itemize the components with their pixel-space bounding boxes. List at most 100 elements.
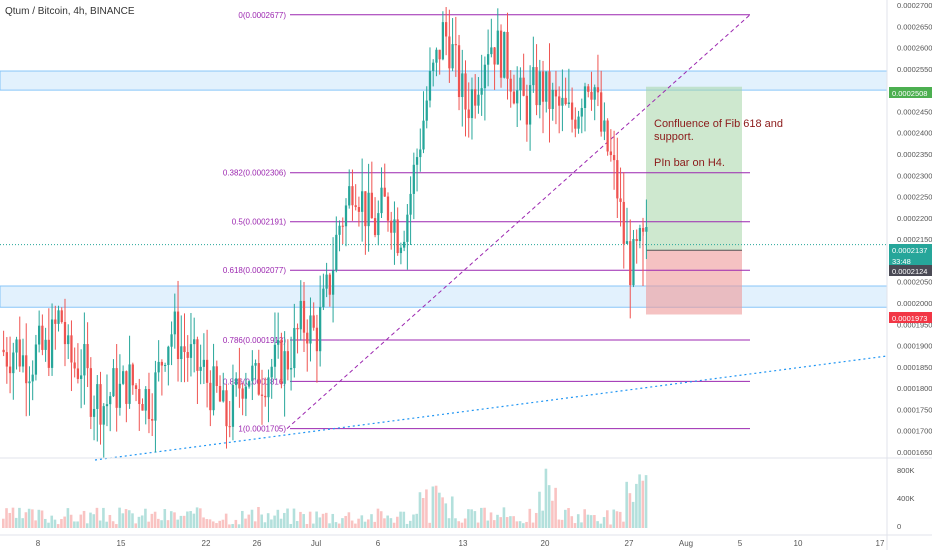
candle-body	[600, 92, 603, 132]
candle-body	[25, 355, 28, 384]
volume-bar	[376, 508, 380, 528]
volume-bar	[573, 523, 577, 528]
candle-body	[67, 335, 70, 345]
candle-body	[102, 406, 105, 425]
time-tick-label: 22	[202, 539, 211, 548]
candle-body	[125, 371, 128, 404]
volume-bar	[299, 511, 302, 528]
price-label-text: 0.0002508	[892, 89, 927, 98]
annotation-text[interactable]: Confluence of Fib 618 and support. PIn b…	[654, 118, 794, 183]
volume-bar	[363, 521, 367, 528]
candle-body	[519, 77, 522, 91]
candle-body	[80, 375, 83, 379]
candle-body	[370, 192, 373, 219]
volume-bar	[460, 522, 464, 528]
volume-bar	[37, 509, 41, 528]
candle-body	[115, 368, 118, 408]
volume-bar	[189, 511, 192, 528]
time-tick-label: 13	[459, 539, 468, 548]
volume-bar	[260, 514, 263, 528]
candle-body	[351, 186, 354, 206]
time-tick-label: 5	[738, 539, 743, 548]
candle-body	[538, 71, 541, 106]
volume-bar	[18, 507, 21, 528]
volume-bar	[515, 521, 519, 528]
volume-bar	[24, 512, 28, 528]
volume-bar	[602, 517, 606, 528]
volume-bar	[79, 514, 83, 528]
volume-bar	[292, 508, 296, 528]
volume-bar	[551, 500, 554, 528]
candle-body	[170, 334, 173, 347]
candle-body	[280, 339, 283, 384]
volume-bar	[383, 518, 386, 528]
price-tick-label: 0.0002700	[897, 1, 932, 10]
candle-body	[486, 54, 490, 65]
time-tick-label: 10	[794, 539, 803, 548]
candle-body	[38, 325, 41, 345]
volume-bar	[208, 519, 212, 528]
volume-bar	[105, 521, 108, 528]
volume-bar	[415, 513, 419, 528]
price-label-box	[889, 87, 932, 98]
candle-body	[480, 88, 483, 95]
volume-bar	[441, 497, 444, 528]
candle-body	[83, 344, 86, 376]
rising-trendline	[286, 14, 751, 429]
volume-bar	[434, 485, 438, 528]
candle-body	[638, 228, 642, 242]
volume-bar	[266, 513, 270, 528]
candle-body	[238, 378, 241, 389]
candle-body	[587, 86, 590, 92]
volume-bar	[31, 509, 34, 528]
candle-body	[109, 396, 112, 405]
candle-body	[202, 359, 206, 367]
volume-bar	[11, 507, 15, 528]
trend-lines[interactable]	[0, 14, 888, 461]
price-tick-label: 0.0001850	[897, 363, 932, 372]
volume-bar	[509, 516, 512, 528]
time-tick-label: 15	[117, 539, 126, 548]
volume-bar	[366, 519, 370, 528]
candle-body	[212, 366, 215, 411]
candle-body	[412, 164, 415, 194]
volume-bar	[199, 508, 202, 528]
volume-tick-label: 800K	[897, 466, 915, 475]
volume-bar	[418, 492, 422, 528]
volume-bar	[593, 515, 596, 528]
time-tick-label: 6	[376, 539, 381, 548]
volume-bar	[641, 480, 645, 528]
volume-bar	[40, 510, 44, 528]
candle-body	[2, 349, 5, 353]
volume-bar	[147, 521, 150, 528]
profit-zone	[646, 86, 742, 251]
volume-bar	[82, 510, 86, 528]
candle-body	[541, 71, 545, 102]
volume-bar	[492, 520, 496, 528]
candle-body	[461, 73, 464, 98]
long-position-tool[interactable]	[646, 86, 742, 315]
candle-body	[361, 191, 364, 212]
volume-bar	[522, 523, 525, 528]
candle-body	[583, 86, 587, 108]
volume-bar	[286, 508, 289, 528]
annotation-line-2: PIn bar on H4.	[654, 157, 725, 169]
candle-body	[474, 89, 477, 106]
volume-bar	[625, 481, 628, 528]
candle-body	[419, 149, 422, 158]
candle-body	[616, 160, 619, 199]
candle-body	[8, 366, 12, 374]
volume-bar	[635, 483, 638, 528]
volume-bar	[486, 520, 490, 528]
volume-bar	[173, 512, 176, 528]
loss-zone	[646, 250, 742, 315]
fib-retracement[interactable]: 0(0.0002677) 0.382(0.0002306) 0.5(0.000219…	[223, 11, 750, 434]
volume-bar	[347, 512, 351, 528]
candle-body	[131, 364, 134, 386]
price-label-box	[889, 244, 932, 255]
volume-bar	[218, 520, 221, 528]
candle-body	[341, 225, 344, 227]
volume-bar	[202, 517, 205, 528]
volume-bar	[270, 519, 273, 528]
